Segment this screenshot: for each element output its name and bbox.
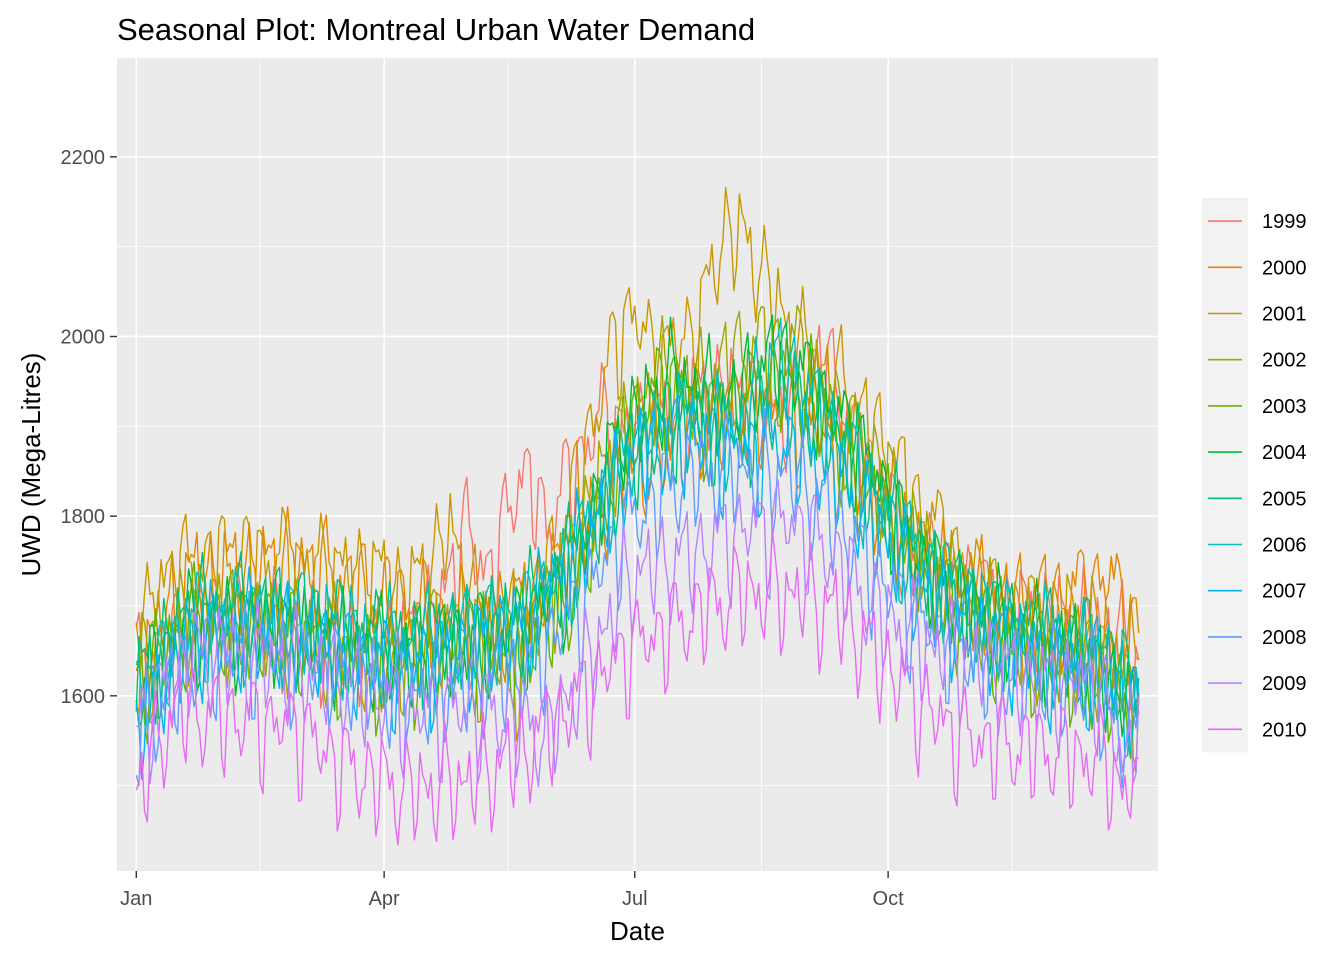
series-line-2010 (135, 531, 1140, 846)
y-tick-label: 2000 (61, 326, 106, 348)
major-gridlines (117, 58, 1158, 871)
plot-panel (117, 58, 1158, 871)
x-tick-label: Oct (873, 888, 905, 910)
legend-label-2009: 2009 (1262, 673, 1307, 695)
chart-title: Seasonal Plot: Montreal Urban Water Dema… (117, 12, 755, 47)
y-tick-label: 2200 (61, 147, 106, 169)
legend-label-2004: 2004 (1262, 442, 1307, 464)
series-line-2008 (135, 408, 1140, 789)
x-tick-label: Apr (369, 888, 400, 910)
legend-label-2008: 2008 (1262, 627, 1307, 649)
x-axis-title: Date (610, 916, 665, 946)
series-line-2006 (135, 317, 1140, 754)
series-lines (135, 186, 1140, 846)
series-line-2004 (135, 314, 1140, 737)
legend-label-2001: 2001 (1262, 304, 1307, 326)
legend-label-2002: 2002 (1262, 350, 1307, 372)
legend: 1999 2000 2001 2002 2003 2004 2005 2006 2007 2008… (1202, 198, 1307, 753)
legend-label-2006: 2006 (1262, 535, 1307, 557)
legend-background (1202, 198, 1248, 753)
legend-label-2007: 2007 (1262, 581, 1307, 603)
series-line-2009 (136, 479, 1140, 788)
x-axis-ticks: Jan Apr Jul Oct (120, 871, 904, 910)
series-line-2001 (135, 186, 1140, 715)
y-axis-ticks: 1600 1800 2000 2200 (61, 147, 117, 708)
legend-label-2010: 2010 (1262, 719, 1307, 741)
legend-label-2003: 2003 (1262, 396, 1307, 418)
y-tick-label: 1600 (61, 686, 106, 708)
legend-label-2000: 2000 (1262, 257, 1307, 279)
legend-label-2005: 2005 (1262, 488, 1307, 510)
x-tick-label: Jan (120, 888, 152, 910)
legend-label-1999: 1999 (1262, 211, 1307, 233)
y-tick-label: 1800 (61, 506, 106, 528)
x-tick-label: Jul (622, 888, 648, 910)
y-axis-title: UWD (Mega-Litres) (16, 353, 46, 577)
